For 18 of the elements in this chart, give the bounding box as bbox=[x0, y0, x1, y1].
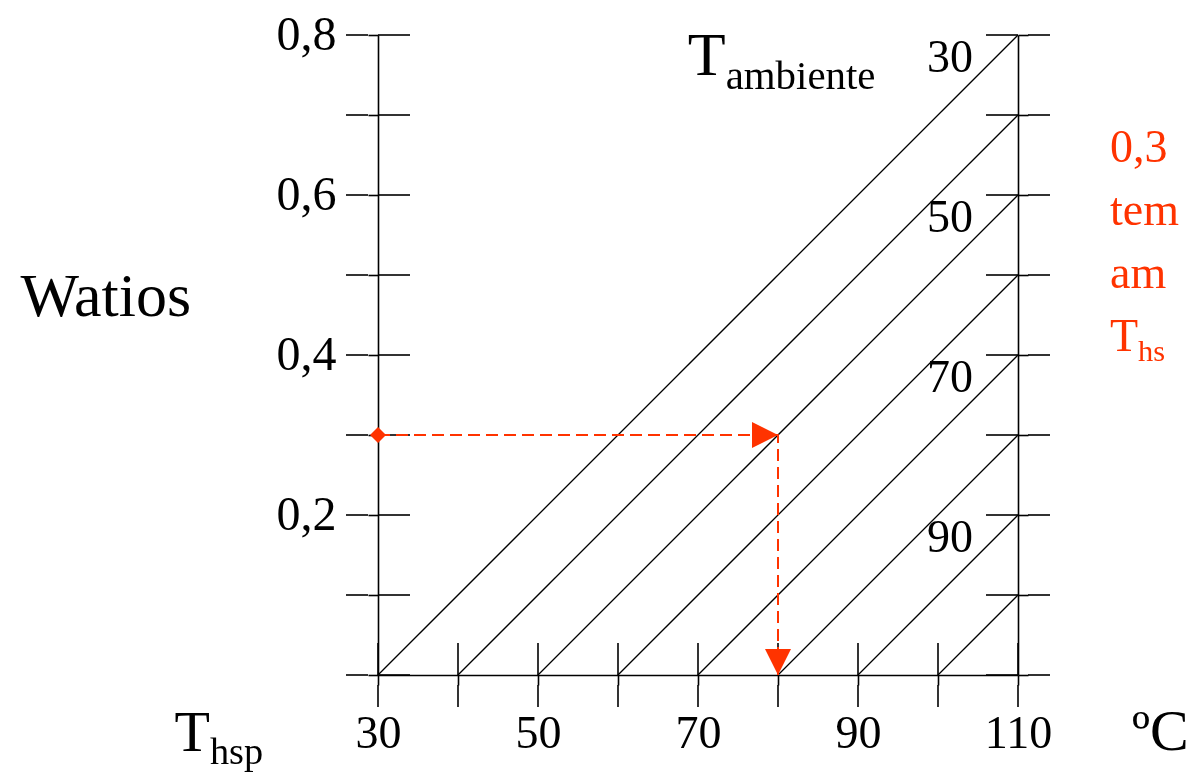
y-tick-label: 0,6 bbox=[276, 166, 337, 220]
y-tick-label: 0,8 bbox=[276, 6, 337, 60]
x-tick-label: 30 bbox=[355, 706, 402, 758]
y-tick-label: 0,2 bbox=[276, 486, 337, 540]
legend-label: 50 bbox=[927, 191, 973, 242]
y-axis-title: Watios bbox=[20, 260, 192, 329]
text: ºC bbox=[1132, 698, 1189, 763]
legend-label: 90 bbox=[927, 511, 973, 562]
x-tick-label: 70 bbox=[675, 706, 722, 758]
legend-label: 70 bbox=[927, 351, 973, 402]
x-tick-label: 50 bbox=[515, 706, 562, 758]
legend-title: T$_{ambiente}$ bbox=[687, 20, 876, 98]
x-tick-label: 110 bbox=[984, 706, 1053, 758]
x-axis-title: T$_{hsp}$ bbox=[174, 698, 264, 772]
y-tick-label: 0,4 bbox=[276, 326, 337, 380]
text: 0,3 tem am T$_{hs}$ bbox=[1110, 121, 1180, 369]
legend-label: 30 bbox=[927, 31, 973, 82]
x-tick-label: 90 bbox=[835, 706, 882, 758]
